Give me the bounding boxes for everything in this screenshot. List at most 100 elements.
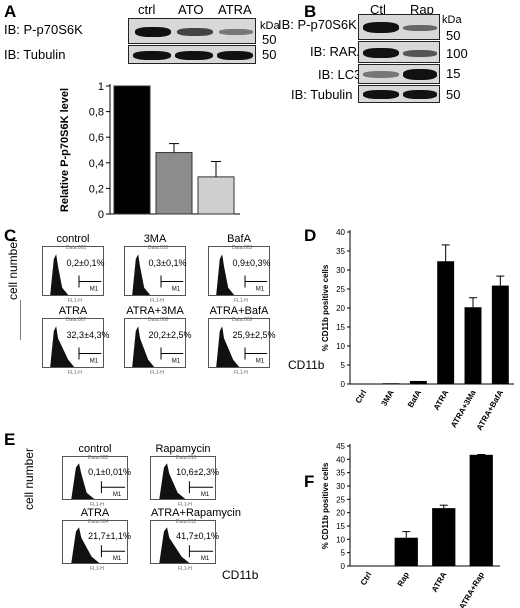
gate-marker-label: M1: [172, 287, 181, 293]
lane-label-ato: ATO: [178, 2, 204, 17]
panel-letter-a: A: [4, 2, 17, 21]
x-axis-label-cd11b: CD11b: [288, 358, 325, 372]
histogram-title: ATRA+Rapamycin: [151, 507, 241, 519]
y-tick-label: 10: [336, 342, 345, 351]
panel-letter-c: C: [4, 226, 17, 245]
gate-marker-label: M1: [201, 492, 210, 498]
bar-ctrl: [113, 85, 151, 215]
y-tick-label: 45: [336, 442, 345, 451]
x-tick-label: Rap: [396, 570, 411, 588]
western-blot-p-p70s6k: [128, 18, 256, 44]
positive-percentage: 25,9±2,5%: [232, 330, 276, 340]
x-tick-label: ATRA+3Ma: [449, 388, 478, 429]
gate-marker-label: M1: [90, 287, 99, 293]
y-tick-label: 35: [336, 247, 345, 256]
y-tick-label: 30: [336, 482, 345, 491]
mw-marker: 15: [446, 66, 461, 81]
flow-histogram: Rapamycin Data.010 10,6±2,3% M1 FL1-H: [150, 443, 219, 508]
histogram-peak: [50, 326, 75, 367]
histogram-peak: [71, 527, 100, 563]
x-tick-label: 3MA: [379, 388, 395, 407]
data-file-label: Data.010: [148, 245, 169, 251]
histogram-peak: [71, 463, 95, 499]
y-tick-label: 20: [336, 304, 345, 313]
y-tick-label: 5: [341, 361, 346, 370]
y-axis-label: Relative P-p70S6K level: [59, 88, 71, 212]
western-blot-lc3: [358, 64, 440, 84]
histogram-title: ATRA+3MA: [126, 305, 184, 317]
histogram-title: ATRA: [80, 507, 110, 519]
bar-ATRA: [197, 176, 235, 215]
mw-marker: 50: [262, 32, 277, 47]
data-file-label: Data.003: [232, 245, 253, 251]
blot-label-p-p70s6k: IB: P-p70S6K: [4, 22, 83, 37]
x-axis-label-cd11b: CD11b: [222, 568, 259, 582]
gate-marker-label: M1: [90, 359, 99, 365]
flow-histogram: ATRA Data.007 32,3±4,3% M1 FL1-H: [42, 305, 110, 376]
x-tick-label: ATRA+Rap: [457, 570, 486, 608]
positive-percentage: 32,3±4,3%: [66, 330, 110, 340]
histogram-peak: [216, 326, 240, 367]
x-tick-label: ATRA: [432, 388, 451, 411]
axis-label-fl1: FL1-H: [234, 370, 248, 376]
y-tick-label: 30: [336, 266, 345, 275]
y-tick-label: 20: [336, 509, 345, 518]
y-axis-label-cell-number: cell number: [6, 237, 20, 300]
axis-label-fl1: FL1-H: [178, 566, 192, 572]
bar-chart-cd11b-autophagy: % CD11b positive cells 0 5 10 15 20 25 30 35 40 Ct…: [321, 228, 514, 432]
axis-label-fl1: FL1-H: [68, 370, 82, 376]
data-file-label: Data.009: [232, 317, 253, 323]
panel-letter-f: F: [304, 472, 315, 491]
blot-label-rara: IB: RARA: [310, 44, 366, 59]
y-tick-label: 0,4: [89, 158, 104, 170]
flow-histogram: ATRA+BafA Data.009 25,9±2,5% M1 FL1-H: [208, 305, 276, 376]
western-blot-rara: [358, 41, 440, 63]
y-tick-label: 40: [336, 455, 345, 464]
y-tick-label: 10: [336, 535, 345, 544]
gate-marker-label: M1: [256, 359, 265, 365]
bar-ATRA+3Ma: [464, 307, 482, 384]
y-tick-label: 25: [336, 495, 345, 504]
data-file-label: Data.001: [66, 245, 87, 251]
y-tick-label: 15: [336, 323, 345, 332]
histogram-title: control: [56, 233, 90, 245]
histogram-peak: [132, 254, 151, 295]
y-tick-label: 1: [98, 81, 104, 93]
axis-label-fl1: FL1-H: [90, 502, 104, 508]
y-axis-label-cell-number: cell number: [22, 447, 36, 510]
mw-marker: 50: [262, 47, 277, 62]
data-file-label: Data.002: [88, 455, 109, 461]
axis-label-fl1: FL1-H: [150, 298, 164, 304]
gate-marker-label: M1: [113, 556, 122, 562]
western-blot-tubulin: [128, 45, 256, 64]
positive-percentage: 0,2±0,1%: [66, 258, 105, 268]
data-file-label: Data.008: [148, 317, 169, 323]
blot-label-tubulin: IB: Tubulin: [4, 47, 66, 62]
positive-percentage: 0,1±0,01%: [88, 466, 132, 477]
data-file-label: Data.004: [88, 519, 109, 525]
flow-histogram: ATRA+3MA Data.008 20,2±2,5% M1 FL1-H: [124, 305, 192, 376]
histogram-title: ATRA: [58, 305, 88, 317]
histogram-plot: M1: [50, 254, 102, 295]
histogram-title: Rapamycin: [155, 443, 211, 455]
histogram-plot: M1: [216, 254, 268, 295]
flow-histogram: control Data.002 0,1±0,01% M1 FL1-H: [62, 443, 132, 508]
y-axis-label: % CD11b positive cells: [321, 264, 330, 351]
bar-3MA: [382, 383, 400, 384]
histogram-plot: M1: [71, 463, 126, 499]
axis-label-fl1: FL1-H: [178, 502, 192, 508]
positive-percentage: 0,9±0,3%: [232, 258, 271, 268]
axis-label-fl1: FL1-H: [150, 370, 164, 376]
y-ticks: 0 0,2 0,4 0,6 0,8 1: [89, 81, 110, 221]
flow-histogram: ATRA+Rapamycin Data.012 41,7±0,1% M1 FL1-H: [150, 507, 241, 572]
bar-ATO: [155, 152, 193, 215]
x-tick-label: ATRA+BafA: [475, 388, 505, 432]
histogram-plot: M1: [132, 326, 184, 367]
y-axis-label: % CD11b positive cells: [321, 462, 330, 549]
mw-marker: 100: [446, 46, 468, 61]
y-tick-label: 0: [98, 209, 104, 221]
western-blot-tubulin: [358, 85, 440, 103]
flow-histogram: BafA Data.003 0,9±0,3% M1 FL1-H: [208, 233, 271, 304]
flow-histogram: ATRA Data.004 21,7±1,1% M1 FL1-H: [62, 507, 131, 572]
y-tick-label: 40: [336, 228, 345, 237]
